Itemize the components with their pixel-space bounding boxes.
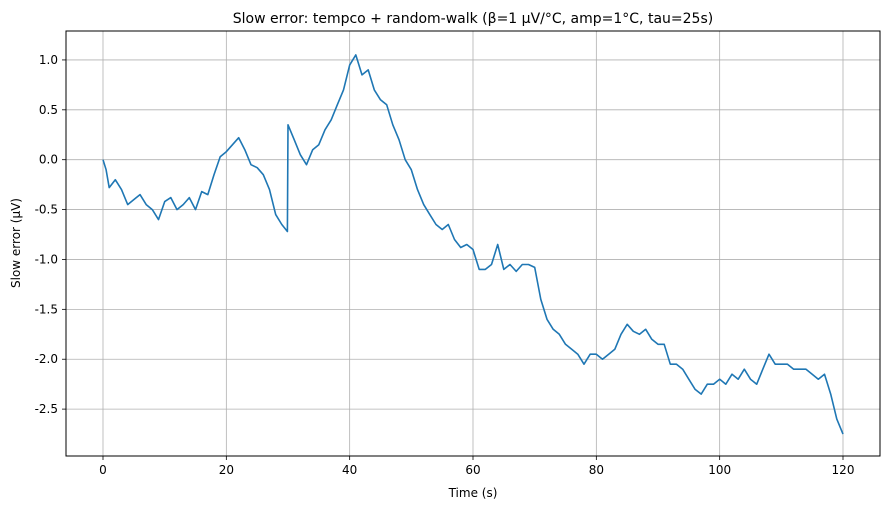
x-tick-label: 40 <box>342 463 357 477</box>
y-tick-label: -1.5 <box>35 302 58 316</box>
grid-lines <box>66 31 880 456</box>
chart-title: Slow error: tempco + random-walk (β=1 µV… <box>233 11 713 27</box>
x-tick-label: 20 <box>219 463 234 477</box>
x-tick-label: 60 <box>465 463 480 477</box>
y-tick-label: -0.5 <box>35 203 58 217</box>
y-tick-label: 0.5 <box>39 103 58 117</box>
x-axis-ticks: 0 20 40 60 80 100 120 <box>99 456 854 477</box>
y-tick-label: -1.0 <box>35 252 58 266</box>
data-line <box>102 54 844 435</box>
x-tick-label: 100 <box>708 463 731 477</box>
x-tick-label: 120 <box>832 463 855 477</box>
y-tick-label: -2.5 <box>35 402 58 416</box>
y-axis-ticks: 1.0 0.5 0.0 -0.5 -1.0 -1.5 -2.0 -2.5 <box>35 53 66 416</box>
y-tick-label: 0.0 <box>39 153 58 167</box>
y-tick-label: 1.0 <box>39 53 58 67</box>
y-axis-label: Slow error (µV) <box>9 198 23 288</box>
x-axis-label: Time (s) <box>448 486 498 500</box>
y-tick-label: -2.0 <box>35 352 58 366</box>
x-tick-label: 0 <box>99 463 107 477</box>
x-tick-label: 80 <box>589 463 604 477</box>
